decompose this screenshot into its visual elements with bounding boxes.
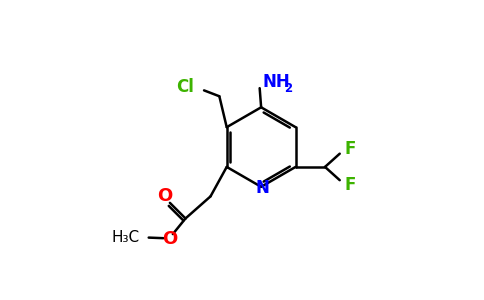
Text: O: O: [162, 230, 177, 248]
Text: H₃C: H₃C: [112, 230, 140, 245]
Text: Cl: Cl: [177, 78, 194, 96]
Text: F: F: [344, 176, 356, 194]
Text: N: N: [255, 179, 269, 197]
Text: 2: 2: [284, 82, 292, 95]
Text: F: F: [344, 140, 356, 158]
Text: O: O: [157, 188, 172, 206]
Text: NH: NH: [263, 73, 290, 91]
